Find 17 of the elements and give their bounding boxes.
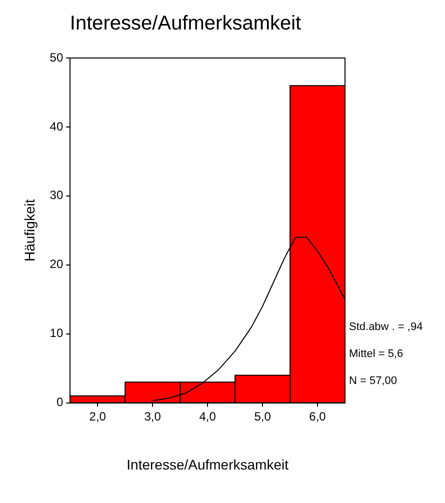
x-tick-label: 5,0 [254, 409, 272, 424]
x-tick-label: 2,0 [89, 409, 106, 424]
y-axis-title: Häufigkeit [21, 199, 38, 262]
text: Mittel = 5,6 [349, 348, 404, 360]
y-tick-label: 10 [50, 326, 64, 340]
text: N = 57,00 [349, 374, 398, 387]
y-tick-label: 0 [56, 395, 64, 410]
chart-title: Interesse/Aufmerksamkeit [70, 12, 302, 35]
x-axis-title: Interesse/Aufmerksamkeit [126, 456, 289, 472]
x-tick-label: 3,0 [144, 409, 162, 424]
y-tick-label: 30 [50, 188, 64, 202]
y-tick-label: 40 [50, 119, 64, 134]
x-tick-label: 4,0 [199, 409, 216, 424]
text: Std.abw . = ,94 [349, 320, 423, 333]
y-tick-label: 20 [50, 257, 64, 272]
x-tick-label: 6,0 [309, 409, 326, 424]
y-tick-label: 50 [50, 50, 64, 64]
